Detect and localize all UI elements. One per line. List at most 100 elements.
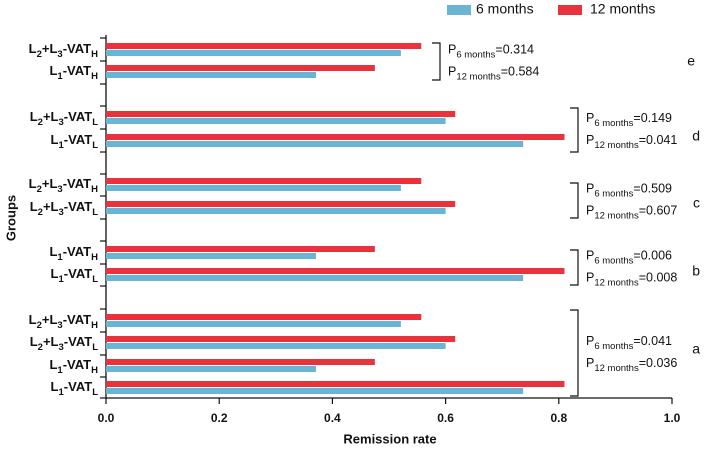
- bracket: [570, 107, 579, 153]
- bracket: [570, 309, 579, 397]
- subscript: 12 months: [594, 363, 639, 374]
- p-value: P6 months=0.041: [586, 334, 672, 351]
- text-part: +L: [42, 41, 58, 56]
- text-part: -VAT: [63, 357, 91, 372]
- subscript: L: [92, 342, 98, 353]
- text-part: P: [586, 271, 594, 285]
- text-part: P: [586, 204, 594, 218]
- x-tick-label: 0.6: [437, 411, 454, 425]
- subscript: H: [91, 320, 98, 331]
- text-part: P: [586, 133, 594, 147]
- p-value: P6 months=0.509: [586, 182, 672, 199]
- text-part: -VAT: [64, 132, 92, 147]
- text-part: -VAT: [63, 176, 91, 191]
- text-part: L: [49, 63, 57, 78]
- x-tick-label: 1.0: [664, 411, 681, 425]
- p-value: P6 months=0.314: [448, 43, 534, 60]
- bar: [106, 268, 565, 274]
- subscript: 3: [57, 49, 62, 60]
- subscript: L: [92, 140, 98, 151]
- text-part: -VAT: [63, 41, 91, 56]
- text-part: -VAT: [63, 63, 91, 78]
- subscript: 1: [57, 71, 63, 82]
- text-part: L: [30, 334, 38, 349]
- text-part: +L: [43, 199, 59, 214]
- y-tick-label: L2+L3-VATH: [29, 176, 99, 194]
- bar: [106, 65, 375, 71]
- p-value: P6 months=0.006: [586, 249, 672, 266]
- bar: [106, 336, 456, 342]
- y-tick-label: L2+L3-VATH: [29, 312, 99, 330]
- text-part: =0.607: [639, 204, 678, 218]
- subscript: 3: [58, 207, 63, 218]
- text-part: P: [448, 43, 456, 57]
- bar: [106, 134, 565, 140]
- text-part: -VAT: [64, 199, 92, 214]
- bar: [106, 111, 456, 117]
- text-part: -VAT: [63, 312, 91, 327]
- subscript: 1: [58, 387, 64, 398]
- subscript: 3: [57, 320, 62, 331]
- text-part: P: [586, 182, 594, 196]
- text-part: P: [586, 356, 594, 370]
- bracket: [570, 249, 579, 286]
- subscript: H: [91, 71, 98, 82]
- subscript: 6 months: [456, 49, 495, 60]
- subscript: 6 months: [594, 118, 633, 129]
- text-part: -VAT: [63, 244, 91, 259]
- bar: [106, 381, 565, 387]
- text-part: L: [51, 266, 59, 281]
- text-part: =0.041: [639, 133, 678, 147]
- bar: [106, 50, 401, 56]
- subscript: 1: [58, 140, 64, 151]
- subscript: 12 months: [456, 71, 501, 82]
- p-value: P6 months=0.149: [586, 111, 672, 128]
- y-tick-label: L2+L3-VATL: [30, 334, 99, 352]
- subscript: 2: [37, 184, 42, 195]
- text-part: =0.314: [495, 43, 534, 57]
- text-part: =0.006: [633, 249, 672, 263]
- text-part: =0.008: [639, 271, 678, 285]
- p-value: P12 months=0.041: [586, 133, 677, 150]
- text-part: L: [29, 176, 37, 191]
- legend-label: 6 months: [476, 1, 534, 17]
- bar: [106, 388, 524, 394]
- subscript: 2: [38, 207, 43, 218]
- subscript: 3: [58, 117, 63, 128]
- group-letter: e: [687, 53, 695, 69]
- subscript: 2: [37, 49, 42, 60]
- y-tick-label: L1-VATL: [51, 266, 99, 284]
- bar: [106, 178, 422, 184]
- text-part: =0.036: [639, 356, 678, 370]
- subscript: 12 months: [594, 210, 639, 221]
- subscript: H: [91, 184, 98, 195]
- legend-swatch: [558, 5, 582, 15]
- y-tick-label: L2+L3-VATL: [30, 199, 99, 217]
- p-value: P12 months=0.008: [586, 271, 677, 288]
- y-tick-label: L1-VATH: [49, 357, 98, 375]
- bar: [106, 253, 316, 259]
- group-letter: c: [693, 195, 700, 211]
- group-letter: b: [692, 263, 700, 279]
- bar: [106, 201, 456, 207]
- text-part: +L: [42, 312, 58, 327]
- text-part: -VAT: [64, 266, 92, 281]
- bracket: [432, 42, 441, 81]
- subscript: 2: [38, 117, 43, 128]
- text-part: -VAT: [64, 109, 92, 124]
- p-value: P12 months=0.036: [586, 356, 677, 373]
- subscript: 1: [57, 365, 63, 376]
- text-part: L: [30, 199, 38, 214]
- text-part: =0.584: [501, 65, 540, 79]
- x-axis-label: Remission rate: [343, 431, 436, 446]
- bar: [106, 366, 316, 372]
- subscript: 6 months: [594, 341, 633, 352]
- text-part: L: [51, 132, 59, 147]
- y-tick-label: L1-VATH: [49, 244, 98, 262]
- x-tick-label: 0.2: [211, 411, 228, 425]
- text-part: =0.509: [633, 182, 672, 196]
- p-value: P12 months=0.584: [448, 65, 539, 82]
- y-tick-label: L2+L3-VATL: [30, 109, 99, 127]
- text-part: L: [49, 244, 57, 259]
- subscript: L: [92, 207, 98, 218]
